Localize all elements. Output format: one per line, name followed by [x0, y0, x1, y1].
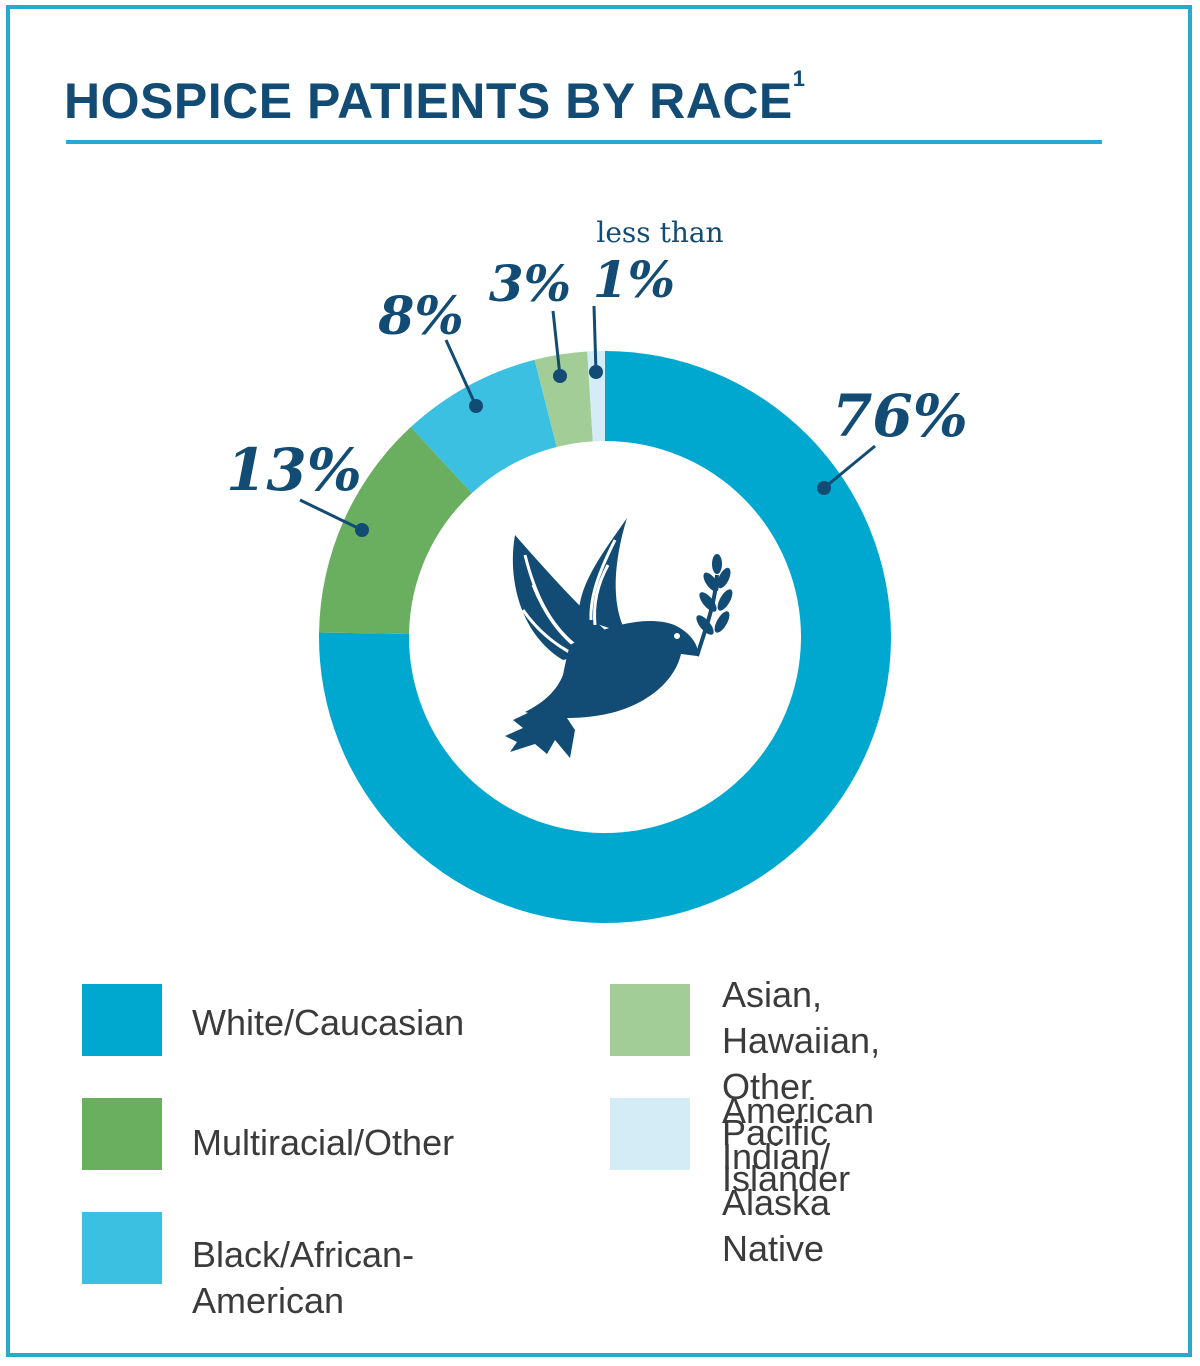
dove-with-olive-branch-icon [505, 518, 733, 758]
donut-slice-black [410, 359, 557, 494]
leader-line-multiracial [299, 498, 363, 532]
legend-swatch [82, 1212, 162, 1284]
data-label-american-indian: 1% [593, 250, 675, 309]
leader-line-black [444, 339, 478, 407]
chart-frame [6, 5, 1192, 1357]
legend-swatch [82, 984, 162, 1056]
legend-label: White/Caucasian [192, 1002, 465, 1043]
legend-label: American Indian/ Alaska Native [722, 1090, 875, 1269]
data-label-asian: 3% [489, 254, 571, 313]
chart-title: HOSPICE PATIENTS BY RACE1 [64, 66, 806, 129]
leader-line-american-indian [592, 305, 598, 373]
data-label-white: 76% [832, 382, 968, 450]
legend-label: Black/African-American [192, 1234, 415, 1321]
data-label-black: 8% [377, 286, 464, 347]
leader-dot-white [817, 481, 831, 495]
legend-label: Asian, Hawaiian, Other Pacific Islander [722, 974, 881, 1199]
data-label-note: less than [596, 216, 723, 249]
title-footnote: 1 [792, 66, 806, 91]
leader-dot-black [469, 399, 483, 413]
leader-line-asian [551, 310, 562, 377]
legend-swatch [610, 1098, 690, 1170]
leader-dot-asian [553, 369, 567, 383]
donut-slice-asian [534, 351, 593, 448]
legend-swatch [82, 1098, 162, 1170]
legend-label: Multiracial/Other [192, 1122, 455, 1163]
data-label-multiracial: 13% [226, 436, 362, 504]
legend-swatch [610, 984, 690, 1056]
title-rule [66, 140, 1102, 144]
leader-dot-multiracial [355, 523, 369, 537]
donut-slice-white [318, 351, 892, 924]
leader-dot-american-indian [589, 365, 603, 379]
donut-slice-multiracial [319, 427, 472, 634]
leader-line-white [823, 444, 876, 490]
